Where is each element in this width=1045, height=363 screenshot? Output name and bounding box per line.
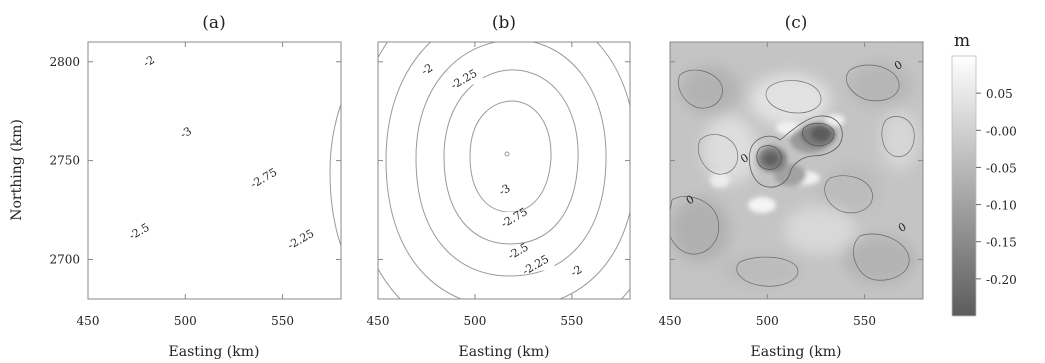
- contour-a-4: [430, 71, 612, 254]
- contour-label: -2.25: [449, 67, 480, 92]
- panel-a-ytick-label: 2800: [49, 55, 80, 69]
- panel-a-xlabel: Easting (km): [169, 344, 260, 360]
- panel-b-xtick-label: 450: [367, 314, 390, 328]
- contour-a-1: [505, 136, 545, 167]
- contour-a-2: [493, 124, 559, 191]
- colorbar-tick-label: 0.05: [986, 87, 1013, 101]
- contour-label-bg: [420, 63, 436, 75]
- panel-a-ytick-label: 2750: [49, 154, 80, 168]
- contour-b-center: [504, 151, 510, 157]
- panel-c-xtick-label: 500: [756, 314, 779, 328]
- panel-b-title: (b): [492, 13, 516, 33]
- contour-b-3: [415, 42, 607, 277]
- colorbar-tick-label: -0.05: [986, 161, 1017, 175]
- panel-a-xtick-label: 550: [271, 314, 294, 328]
- panel-b: (b) 450 500 550 -2 -2.25-3-2.75-2.5-2.25 -2 …: [367, 13, 631, 360]
- contour-b-5: [378, 42, 630, 299]
- contour-label-bg: [498, 184, 514, 196]
- contour-label: -2.75: [499, 205, 530, 230]
- contour-b-2: [443, 69, 579, 245]
- contour-label-bg: [519, 259, 555, 271]
- colorbar-tick-label: -0.15: [986, 236, 1017, 250]
- contour-label-bg: [126, 225, 155, 237]
- colorbar-tick-label: -0.00: [986, 124, 1017, 138]
- contour-b-1: [469, 100, 552, 213]
- colorbar: m 0.05 -0.00 -0.05 -0.10 -0.15 -0.20: [951, 31, 1017, 317]
- contour-label: -2.25: [285, 227, 316, 252]
- panel-b-xtick-label: 500: [463, 314, 486, 328]
- contour-label-bg: [505, 245, 534, 257]
- panel-a-xtick-label: 500: [174, 314, 197, 328]
- panel-c-xlabel: Easting (km): [751, 344, 842, 360]
- panel-a-ytick-label: 2700: [49, 252, 80, 266]
- contour-label-bg: [142, 55, 158, 67]
- contour-label-bg: [570, 265, 586, 277]
- contour-label-bg: [498, 211, 534, 223]
- panel-b-contours: [378, 42, 630, 299]
- colorbar-tick-label: -0.10: [986, 199, 1017, 213]
- panel-c: (c): [659, 13, 924, 360]
- contour-label: -2.5: [127, 221, 152, 243]
- contour-label: -2.75: [248, 166, 279, 191]
- contour-a-6: [364, 8, 672, 318]
- contour-label-bg: [447, 73, 483, 85]
- panel-c-field: [670, 42, 923, 299]
- colorbar-tick-label: -0.20: [986, 273, 1017, 287]
- colorbar-gradient: [951, 55, 977, 317]
- colorbar-title: m: [954, 31, 970, 51]
- contour-label-bg: [247, 172, 283, 184]
- contour-label-bg: [179, 126, 195, 138]
- panel-c-zero-contours: [670, 64, 915, 287]
- panel-b-frame: [377, 41, 631, 300]
- contour-b-4: [385, 42, 630, 299]
- panel-a-title: (a): [202, 13, 225, 33]
- panel-a-frame: [87, 41, 342, 300]
- panel-c-frame: [669, 41, 924, 300]
- contour-label-bg: [284, 233, 320, 245]
- panel-a-ylabel: Northing (km): [9, 119, 25, 221]
- panel-a-xtick-label: 450: [77, 314, 100, 328]
- panel-b-xtick-label: 550: [560, 314, 583, 328]
- panel-b-xlabel: Easting (km): [459, 344, 550, 360]
- panel-c-xtick-label: 550: [853, 314, 876, 328]
- panel-c-title: (c): [785, 13, 808, 33]
- panel-c-xtick-label: 450: [659, 314, 682, 328]
